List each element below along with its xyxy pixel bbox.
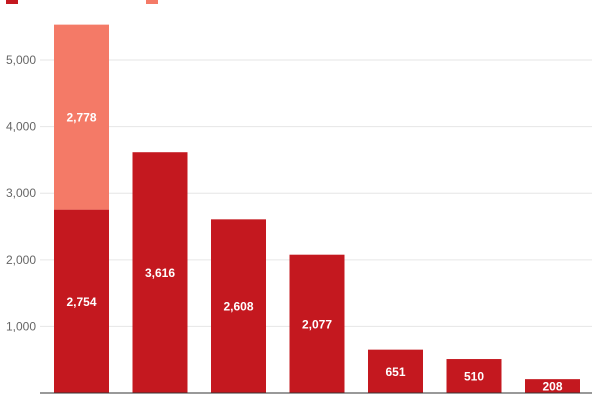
bar-value-label: 208	[542, 380, 562, 394]
bar-value-label: 651	[385, 365, 405, 379]
bar	[211, 219, 266, 393]
y-tick-label: 5,000	[6, 53, 36, 67]
bar	[132, 152, 188, 393]
bar-value-label: 2,754	[66, 295, 96, 309]
legend-swatch	[146, 0, 158, 4]
bar-value-label: 3,616	[145, 266, 175, 280]
bars	[54, 24, 580, 393]
y-tick-label: 1,000	[6, 319, 36, 333]
legend-swatch	[6, 0, 18, 4]
bar	[446, 359, 502, 393]
bar	[525, 379, 580, 393]
bar	[368, 349, 423, 393]
grid-lines	[40, 59, 592, 327]
y-tick-label: 2,000	[6, 253, 36, 267]
bar-value-label: 510	[464, 370, 484, 384]
y-tick-label: 3,000	[6, 186, 36, 200]
bar	[54, 209, 109, 393]
bar	[289, 254, 345, 393]
bar	[54, 24, 109, 210]
bar-value-label: 2,608	[223, 300, 253, 314]
y-axis: 1,000 2,000 3,000 4,000 5,000	[6, 53, 36, 333]
legend	[6, 0, 158, 4]
bar-value-label: 2,778	[66, 111, 96, 125]
bar-value-label: 2,077	[302, 317, 332, 331]
data-labels: 2,754 3,616 2,608 2,077 651 510 208 2,778	[66, 111, 562, 394]
y-tick-label: 4,000	[6, 120, 36, 134]
